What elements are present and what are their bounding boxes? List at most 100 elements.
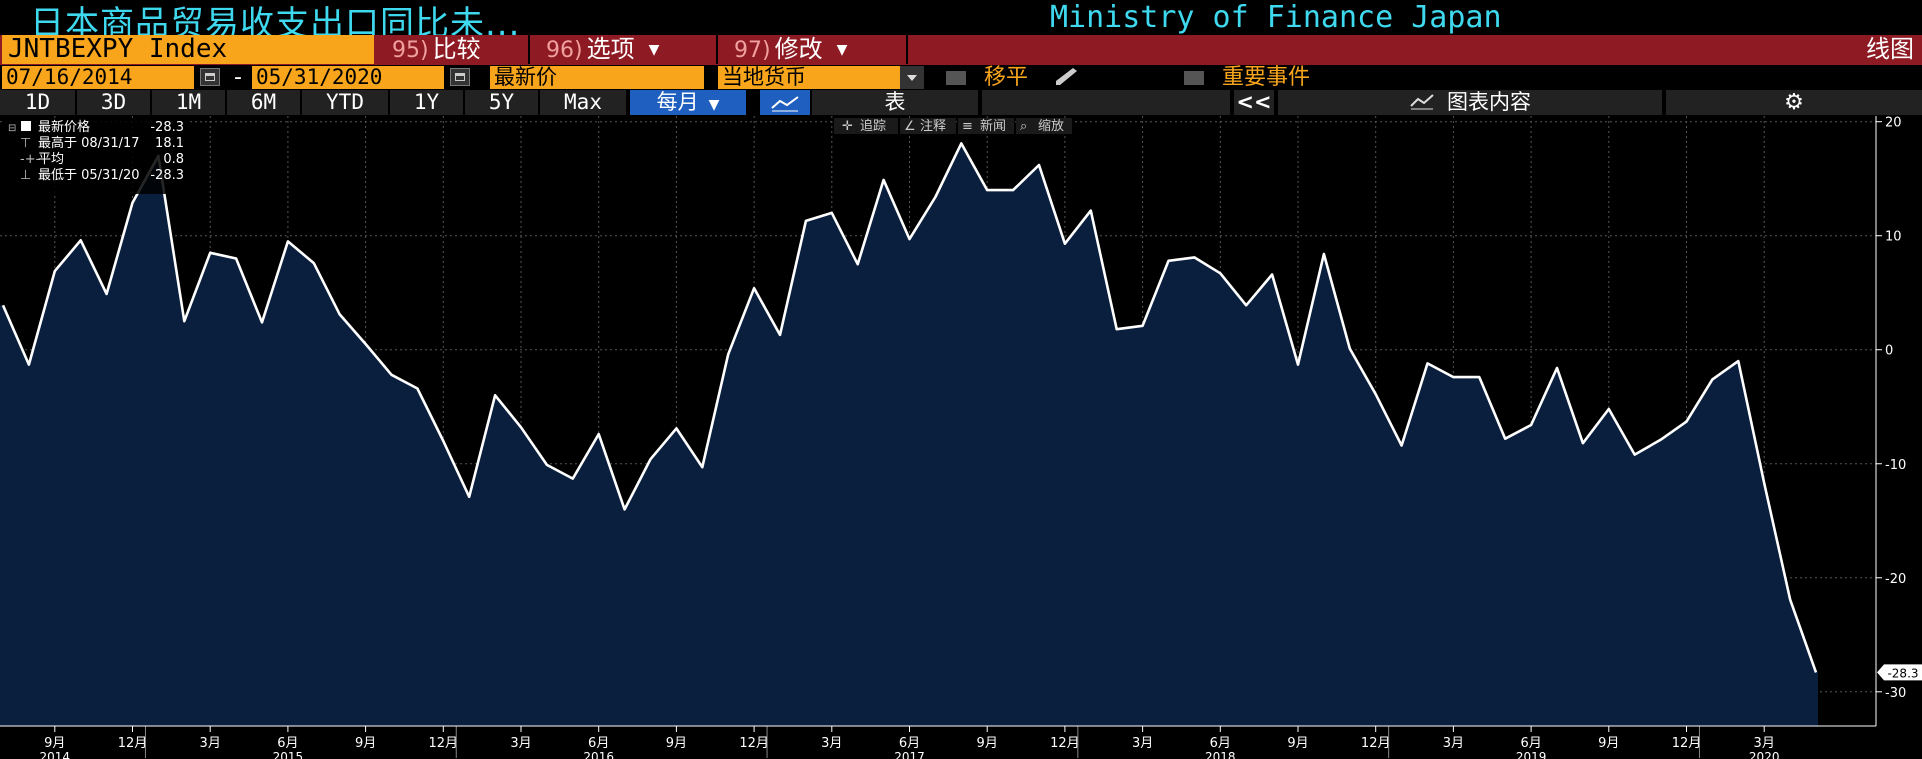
period-1d-button[interactable]: 1D: [0, 90, 75, 115]
frequency-label: 每月: [656, 90, 699, 114]
chart-area: 20 10 0 -10 -20 -30 9月 12月 3月 6月 9月 12月 3月 6月 9月 12月 3月…: [0, 116, 1922, 759]
chevron-down-icon[interactable]: [900, 66, 924, 89]
year-label: 2018: [1205, 750, 1236, 759]
news-icon: ≡: [962, 119, 973, 134]
chart-content-button[interactable]: 图表内容: [1278, 90, 1662, 115]
table-button[interactable]: 表: [812, 90, 978, 115]
x-tick-label: 6月: [1210, 736, 1231, 751]
year-label: 2014: [40, 750, 71, 759]
y-tick-label: -10: [1885, 458, 1906, 473]
pencil-icon[interactable]: [1052, 68, 1082, 88]
x-tick-label: 9月: [44, 736, 65, 751]
collapse-icon[interactable]: ⊟: [8, 123, 16, 134]
edit-number: 97): [734, 38, 771, 63]
year-label: 2017: [894, 750, 925, 759]
events-checkbox[interactable]: [1184, 71, 1204, 85]
period-ytd-button[interactable]: YTD: [302, 90, 388, 115]
x-tick-label: 3月: [821, 736, 842, 751]
x-tick-label: 6月: [277, 736, 298, 751]
collapse-button[interactable]: <<: [1234, 90, 1274, 115]
y-tick-label: 0: [1885, 344, 1893, 359]
x-tick-label: 3月: [1754, 736, 1775, 751]
news-button[interactable]: [958, 118, 1014, 134]
x-tick-label: 6月: [1520, 736, 1541, 751]
period-max-button[interactable]: Max: [540, 90, 626, 115]
crosshair-icon: ✛: [842, 119, 853, 134]
title-bar: 日本商品贸易收支出口同比未... Ministry of Finance Jap…: [0, 0, 1922, 44]
x-tick-label: 3月: [510, 736, 531, 751]
average-marker-icon: -+-: [20, 152, 41, 167]
period-1y-button[interactable]: 1Y: [390, 90, 463, 115]
gear-icon[interactable]: ⚙: [1666, 90, 1922, 115]
ticker-field[interactable]: JNTBEXPY Index: [2, 35, 374, 64]
chevron-down-icon: ▼: [708, 97, 720, 113]
options-number: 96): [546, 38, 583, 63]
chart-mini-toolbar: ✛ 追踪 ∠ 注释 ≡ 新闻 ⌕ 缩放: [834, 118, 1072, 134]
x-tick-label: 12月: [1361, 736, 1391, 751]
x-axis: 9月 12月 3月 6月 9月 12月 3月 6月 9月 12月 3月 6月 9月 12月 3月 6月 9月 12…: [0, 725, 1876, 759]
annotate-label: 注释: [920, 119, 946, 134]
low-marker-icon: ⊥: [20, 168, 31, 183]
x-tick-label: 3月: [1443, 736, 1464, 751]
legend: ⊟ 最新价格 -28.3 ⊤ 最高于 08/31/17 18.1 -+- 平均 …: [2, 118, 188, 194]
annotate-icon: ∠: [904, 119, 916, 134]
zoom-icon: ⌕: [1020, 119, 1027, 134]
period-1m-button[interactable]: 1M: [152, 90, 225, 115]
legend-last-label: 最新价格: [38, 119, 90, 135]
end-date-field[interactable]: 05/31/2020: [252, 66, 444, 89]
y-tick-label: -30: [1885, 686, 1906, 701]
period-3d-button[interactable]: 3D: [77, 90, 150, 115]
year-label: 2020: [1749, 750, 1780, 759]
x-tick-label: 9月: [355, 736, 376, 751]
period-6m-button[interactable]: 6M: [227, 90, 300, 115]
edit-button[interactable]: 97) 修改 ▼: [720, 35, 908, 64]
options-label: 选项: [586, 35, 635, 63]
legend-low-label: 最低于 05/31/20: [38, 168, 140, 183]
chart-content-label: 图表内容: [1447, 90, 1531, 114]
legend-last-value: -28.3: [150, 120, 184, 135]
track-button[interactable]: [834, 118, 898, 134]
chart-content-icon: [1409, 91, 1435, 116]
track-label: 追踪: [860, 118, 886, 134]
events-label: 重要事件: [1222, 65, 1311, 90]
year-label: 2016: [583, 750, 614, 759]
shift-checkbox[interactable]: [946, 71, 966, 85]
last-value-text: -28.3: [1887, 666, 1918, 680]
compare-button[interactable]: 95) 比较: [378, 35, 530, 64]
line-chart-icon[interactable]: [760, 90, 810, 115]
last-value-label: -28.3: [1877, 664, 1922, 681]
options-button[interactable]: 96) 选项 ▼: [532, 35, 718, 64]
legend-avg-label: 平均: [38, 152, 64, 167]
date-separator: -: [234, 65, 242, 90]
period-toolbar: 1D 3D 1M 6M YTD 1Y 5Y Max 每月 ▼ 表 << 图表内容 …: [0, 90, 1922, 116]
shift-label: 移平: [984, 65, 1029, 90]
x-tick-label: 3月: [200, 736, 221, 751]
frequency-select[interactable]: 每月 ▼: [630, 90, 746, 115]
year-label: 2019: [1516, 750, 1547, 759]
calendar-icon[interactable]: [200, 68, 220, 86]
y-tick-label: -20: [1885, 572, 1906, 587]
x-tick-label: 12月: [1672, 736, 1702, 751]
data-source: Ministry of Finance Japan: [1050, 0, 1502, 35]
zoom-button[interactable]: [1016, 118, 1072, 134]
calendar-icon[interactable]: [450, 68, 470, 86]
options-bar: 07/16/2014 - 05/31/2020 最新价 当地货币 移平 重要事件: [0, 66, 1922, 90]
series-area: [0, 143, 1818, 726]
y-tick-label: 10: [1885, 230, 1902, 245]
currency-select[interactable]: 当地货币: [718, 66, 900, 89]
period-5y-button[interactable]: 5Y: [465, 90, 538, 115]
x-tick-label: 12月: [429, 736, 459, 751]
x-tick-label: 3月: [1132, 736, 1153, 751]
price-type-select[interactable]: 最新价: [490, 66, 704, 89]
y-axis: 20 10 0 -10 -20 -30: [1875, 116, 1906, 726]
legend-background: [2, 118, 188, 194]
year-label: 2015: [273, 750, 304, 759]
annotate-button[interactable]: [900, 118, 956, 134]
zoom-label: 缩放: [1038, 118, 1064, 134]
x-tick-label: 9月: [1287, 736, 1308, 751]
x-tick-label: 6月: [899, 736, 920, 751]
x-tick-label: 9月: [1598, 736, 1619, 751]
x-tick-label: 9月: [666, 736, 687, 751]
start-date-field[interactable]: 07/16/2014: [2, 66, 194, 89]
legend-swatch: [21, 121, 31, 131]
